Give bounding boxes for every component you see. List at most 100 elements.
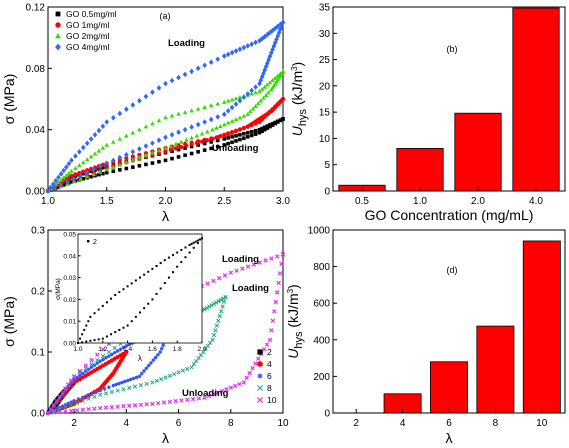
data-point — [72, 377, 76, 382]
data-point — [229, 97, 235, 102]
data-point — [84, 157, 90, 162]
data-point — [150, 121, 155, 126]
data-point — [238, 137, 242, 142]
data-point — [138, 383, 143, 388]
bar — [522, 240, 561, 414]
data-point — [262, 67, 268, 73]
data-point — [97, 169, 103, 174]
inset-data-point — [114, 294, 117, 297]
y-axis-label: σ (MPa) — [1, 296, 17, 347]
series-go-0-5mg-ml — [46, 117, 285, 193]
data-point — [104, 355, 108, 360]
data-point — [124, 156, 129, 161]
data-point — [211, 278, 216, 284]
data-point — [159, 346, 164, 351]
data-point — [225, 51, 231, 58]
data-point — [88, 154, 94, 159]
inset-y-tick-label: 0.04 — [63, 253, 76, 260]
data-point — [163, 80, 168, 87]
data-point — [216, 318, 221, 323]
data-point — [233, 117, 239, 122]
data-point — [276, 280, 281, 286]
data-point — [255, 101, 261, 106]
data-point — [263, 92, 269, 98]
data-point — [234, 134, 238, 138]
data-point — [179, 398, 184, 403]
data-point — [144, 381, 149, 387]
annotation-loading-1: Loading — [222, 254, 259, 265]
data-point — [124, 151, 129, 158]
data-point — [257, 89, 262, 94]
data-point — [216, 299, 221, 304]
panel-tag-b: (b) — [447, 44, 458, 54]
x-tick-label: 4.0 — [529, 196, 543, 207]
data-point — [189, 124, 194, 130]
data-point — [276, 29, 282, 36]
data-point — [86, 406, 91, 412]
data-point — [217, 313, 222, 319]
x-axis-label: λ — [446, 430, 453, 446]
inset-data-point — [105, 301, 108, 304]
data-point — [189, 68, 194, 75]
inset-data-point — [130, 282, 133, 285]
inset-frame — [77, 233, 203, 344]
inset-data-point — [114, 331, 117, 334]
data-point — [241, 380, 247, 385]
x-tick-label: 8 — [493, 418, 499, 429]
data-point — [54, 398, 59, 404]
data-point — [61, 175, 66, 180]
data-point — [215, 138, 220, 143]
data-point — [279, 22, 284, 29]
data-point — [257, 130, 262, 135]
data-point — [207, 304, 212, 309]
data-point — [163, 134, 168, 141]
data-point — [130, 149, 136, 155]
data-point — [68, 408, 74, 414]
inset-data-point — [89, 339, 92, 342]
y-tick-label: 0.0 — [31, 409, 45, 420]
x-tick-label: 3.0 — [276, 196, 290, 207]
data-point — [210, 127, 215, 132]
annotation-unloading: Unloading — [212, 143, 259, 154]
data-point — [184, 143, 189, 148]
data-point — [124, 160, 129, 165]
data-point — [170, 156, 174, 161]
data-point — [57, 409, 62, 415]
data-point — [189, 135, 194, 140]
x-tick-label: 4 — [400, 418, 406, 429]
data-point — [272, 75, 278, 80]
inset-data-point — [155, 292, 158, 295]
data-point — [68, 378, 74, 383]
y-tick-label: 400 — [313, 335, 330, 346]
data-point — [180, 368, 186, 373]
data-point — [190, 396, 196, 402]
data-point — [84, 174, 90, 179]
y-tick-label: 0.2 — [31, 287, 45, 298]
legend-marker — [257, 361, 263, 367]
inset-data-point — [201, 237, 203, 240]
x-tick-label: 2.0 — [471, 196, 485, 207]
data-point — [242, 131, 246, 136]
data-point — [185, 366, 190, 372]
data-point — [167, 373, 173, 378]
inset-data-point — [163, 259, 166, 262]
inset-data-point — [143, 307, 146, 310]
panel-b-hysteresis-bars: 0 5 10 15 20 25 30 35 0.5 1.0 2.0 4.0 (b) GO Concentr… — [289, 3, 566, 223]
data-point — [189, 144, 194, 149]
data-point — [60, 392, 65, 397]
data-point — [209, 140, 213, 144]
data-point — [185, 397, 190, 403]
data-point — [52, 185, 57, 191]
data-point — [66, 385, 71, 389]
data-point — [232, 383, 238, 389]
data-point — [163, 145, 168, 150]
data-point — [110, 352, 114, 357]
data-point — [205, 138, 210, 143]
y-tick-label: 10 — [319, 134, 331, 145]
inset-data-point — [184, 246, 187, 249]
bar — [512, 7, 560, 192]
inset-x-tick-label: 1.2 — [98, 346, 107, 353]
data-point — [63, 409, 68, 414]
data-point — [260, 126, 264, 131]
inset-data-point — [180, 248, 183, 251]
